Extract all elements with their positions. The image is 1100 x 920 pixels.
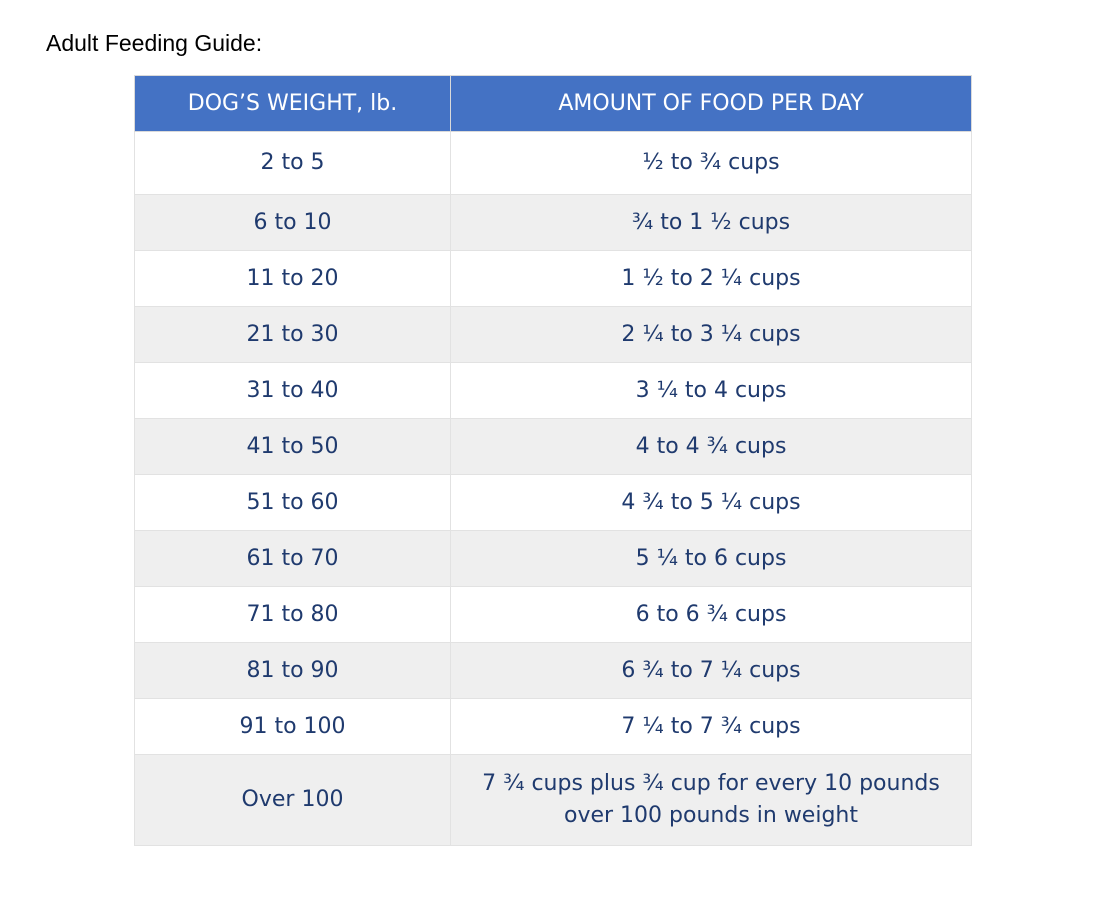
amount-cell: 7 ¾ cups plus ¾ cup for every 10 pounds … [450,754,972,846]
amount-cell: ½ to ¾ cups [450,131,972,195]
amount-cell: 5 ¼ to 6 cups [450,530,972,587]
weight-cell: 71 to 80 [134,586,451,643]
header-weight: DOG’S WEIGHT, lb. [134,75,451,132]
weight-cell: 51 to 60 [134,474,451,531]
table-row: 51 to 60 4 ¾ to 5 ¼ cups [134,474,972,531]
amount-cell: 2 ¼ to 3 ¼ cups [450,306,972,363]
weight-cell: 11 to 20 [134,250,451,307]
table-row: 2 to 5 ½ to ¾ cups [134,131,972,195]
amount-line: over 100 pounds in weight [564,803,858,828]
amount-cell: 1 ½ to 2 ¼ cups [450,250,972,307]
table-row: 41 to 50 4 to 4 ¾ cups [134,418,972,475]
table-row: 91 to 100 7 ¼ to 7 ¾ cups [134,698,972,755]
table-row: 31 to 40 3 ¼ to 4 cups [134,362,972,419]
amount-cell: 6 ¾ to 7 ¼ cups [450,642,972,699]
amount-line: 7 ¾ cups plus ¾ cup for every 10 pounds [482,771,940,797]
header-amount: AMOUNT OF FOOD PER DAY [450,75,972,132]
table-row: 71 to 80 6 to 6 ¾ cups [134,586,972,643]
weight-cell: 81 to 90 [134,642,451,699]
weight-cell: 91 to 100 [134,698,451,755]
table-header-row: DOG’S WEIGHT, lb. AMOUNT OF FOOD PER DAY [134,75,972,132]
weight-cell: 6 to 10 [134,194,451,251]
table-row: 61 to 70 5 ¼ to 6 cups [134,530,972,587]
table-row: Over 100 7 ¾ cups plus ¾ cup for every 1… [134,754,972,846]
page-title: Adult Feeding Guide: [46,30,263,56]
feeding-guide-table: DOG’S WEIGHT, lb. AMOUNT OF FOOD PER DAY… [134,75,972,846]
weight-cell: 31 to 40 [134,362,451,419]
weight-cell: 61 to 70 [134,530,451,587]
weight-cell: 2 to 5 [134,131,451,195]
table-row: 81 to 90 6 ¾ to 7 ¼ cups [134,642,972,699]
weight-cell: 21 to 30 [134,306,451,363]
amount-cell: 4 ¾ to 5 ¼ cups [450,474,972,531]
table-row: 11 to 20 1 ½ to 2 ¼ cups [134,250,972,307]
table-row: 21 to 30 2 ¼ to 3 ¼ cups [134,306,972,363]
weight-cell: Over 100 [134,754,451,846]
table-row: 6 to 10 ¾ to 1 ½ cups [134,194,972,251]
amount-cell: 3 ¼ to 4 cups [450,362,972,419]
amount-cell: 7 ¼ to 7 ¾ cups [450,698,972,755]
amount-cell: 4 to 4 ¾ cups [450,418,972,475]
weight-cell: 41 to 50 [134,418,451,475]
amount-cell: 6 to 6 ¾ cups [450,586,972,643]
amount-cell: ¾ to 1 ½ cups [450,194,972,251]
